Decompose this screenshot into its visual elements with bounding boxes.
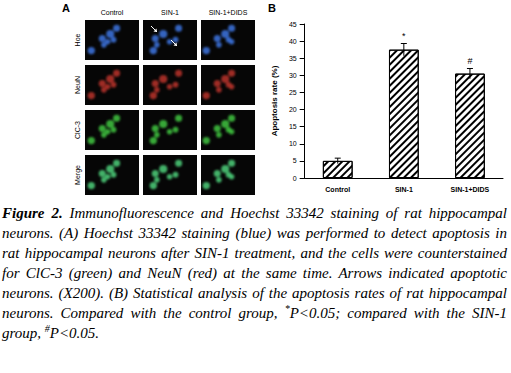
svg-text:10: 10 [289,140,297,147]
svg-text:Apoptosis rate (%): Apoptosis rate (%) [270,65,279,136]
svg-text:45: 45 [289,21,297,28]
svg-text:0: 0 [293,175,297,182]
svg-text:15: 15 [289,123,297,130]
svg-text:SIN-1+DIDS: SIN-1+DIDS [451,186,490,193]
svg-text:30: 30 [289,72,297,79]
svg-text:SIN-1+DIDS: SIN-1+DIDS [209,9,248,16]
svg-text:#: # [467,56,472,66]
svg-text:SIN-1: SIN-1 [395,186,413,193]
svg-text:Control: Control [101,9,124,16]
svg-text:NeuN: NeuN [74,76,81,94]
svg-text:A: A [62,2,70,14]
svg-text:5: 5 [293,157,297,164]
svg-text:Control: Control [325,186,350,193]
html-text:Figure 2. Immunofluorescence a: Figure 2. Immunofluorescence and Hoechst… [2,205,507,341]
svg-text:*: * [402,31,406,41]
svg-text:35: 35 [289,55,297,62]
svg-text:40: 40 [289,38,297,45]
svg-text:Merge: Merge [74,165,82,185]
svg-text:25: 25 [289,89,297,96]
html-text:B: B [268,2,276,14]
svg-text:SIN-1: SIN-1 [161,9,179,16]
svg-text:Hoe: Hoe [74,33,81,46]
svg-text:ClC-3: ClC-3 [74,121,81,139]
svg-text:20: 20 [289,106,297,113]
